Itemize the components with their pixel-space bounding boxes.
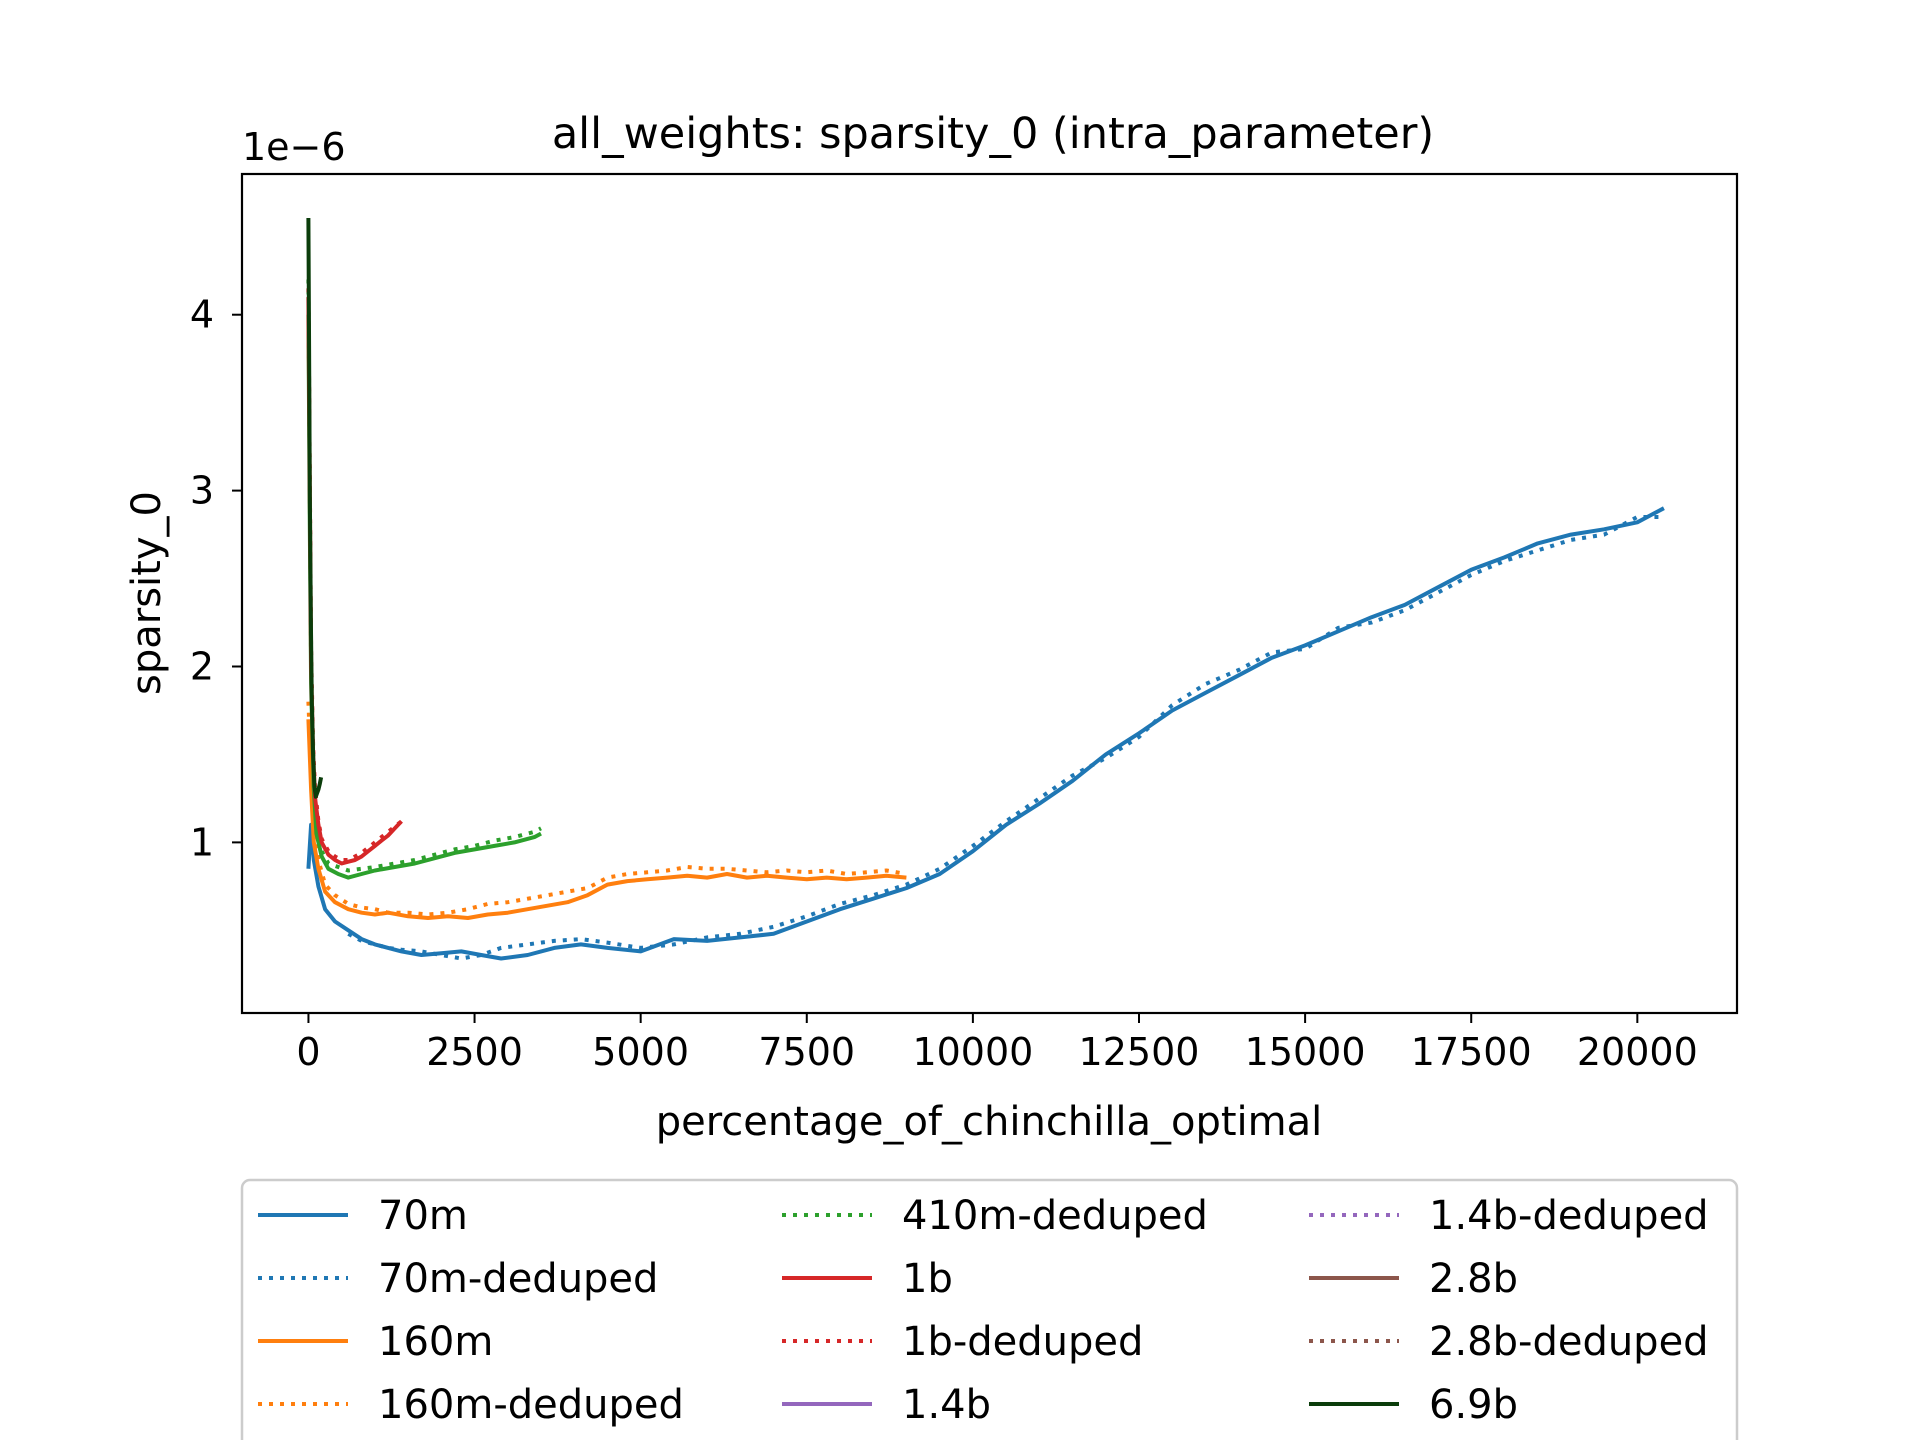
legend-label-1b: 1b (902, 1256, 953, 1302)
x-tick-label: 5000 (592, 1030, 689, 1074)
series-line-160m (306, 719, 907, 920)
chart-title: all_weights: sparsity_0 (intra_parameter… (552, 109, 1434, 159)
x-axis-label: percentage_of_chinchilla_optimal (656, 1099, 1323, 1145)
series-line-70m-deduped (347, 515, 1664, 961)
legend-label-1-4b-deduped: 1.4b-deduped (1429, 1193, 1709, 1239)
plot-series (306, 217, 1665, 961)
x-tick-label: 20000 (1577, 1030, 1698, 1074)
legend-label-2-8b-deduped: 2.8b-deduped (1429, 1319, 1709, 1365)
legend-label-70m: 70m (378, 1193, 468, 1239)
legend-label-1b-deduped: 1b-deduped (902, 1319, 1143, 1365)
y-tick-label: 3 (190, 469, 214, 513)
x-tick-label: 0 (296, 1030, 320, 1074)
legend-label-2-8b: 2.8b (1429, 1256, 1518, 1302)
series-line-6-9b (306, 217, 324, 799)
x-tick-label: 15000 (1245, 1030, 1366, 1074)
y-tick-label: 2 (190, 644, 214, 688)
legend-label-6-9b: 6.9b (1429, 1382, 1518, 1428)
legend-label-160m-deduped: 160m-deduped (378, 1382, 684, 1428)
legend-label-410m-deduped: 410m-deduped (902, 1193, 1208, 1239)
series-line-1b-deduped (306, 288, 403, 862)
series-line-410m-deduped (306, 279, 542, 873)
x-tick-label: 12500 (1079, 1030, 1200, 1074)
y-offset-text: 1e−6 (242, 125, 346, 169)
legend-label-160m: 160m (378, 1319, 493, 1365)
legend-box (240, 1178, 1739, 1440)
x-tick-label: 10000 (912, 1030, 1033, 1074)
y-tick-label: 1 (190, 820, 214, 864)
y-axis: 1 2 3 4 (190, 293, 242, 864)
legend: 70m 70m-deduped 160m 160m-deduped 410m-dedup… (240, 1178, 1739, 1440)
x-tick-label: 7500 (758, 1030, 855, 1074)
legend-label-1-4b: 1.4b (902, 1382, 991, 1428)
x-axis: 0 2500 5000 7500 10000 12500 15000 17500 20000 (296, 1013, 1698, 1074)
y-axis-label: sparsity_0 (124, 491, 170, 695)
x-tick-label: 17500 (1411, 1030, 1532, 1074)
legend-label-70m-deduped: 70m-deduped (378, 1256, 658, 1302)
y-tick-label: 4 (190, 293, 214, 337)
plot-frame (240, 172, 1739, 1015)
x-tick-label: 2500 (426, 1030, 523, 1074)
series-line-160m-deduped (306, 701, 907, 917)
